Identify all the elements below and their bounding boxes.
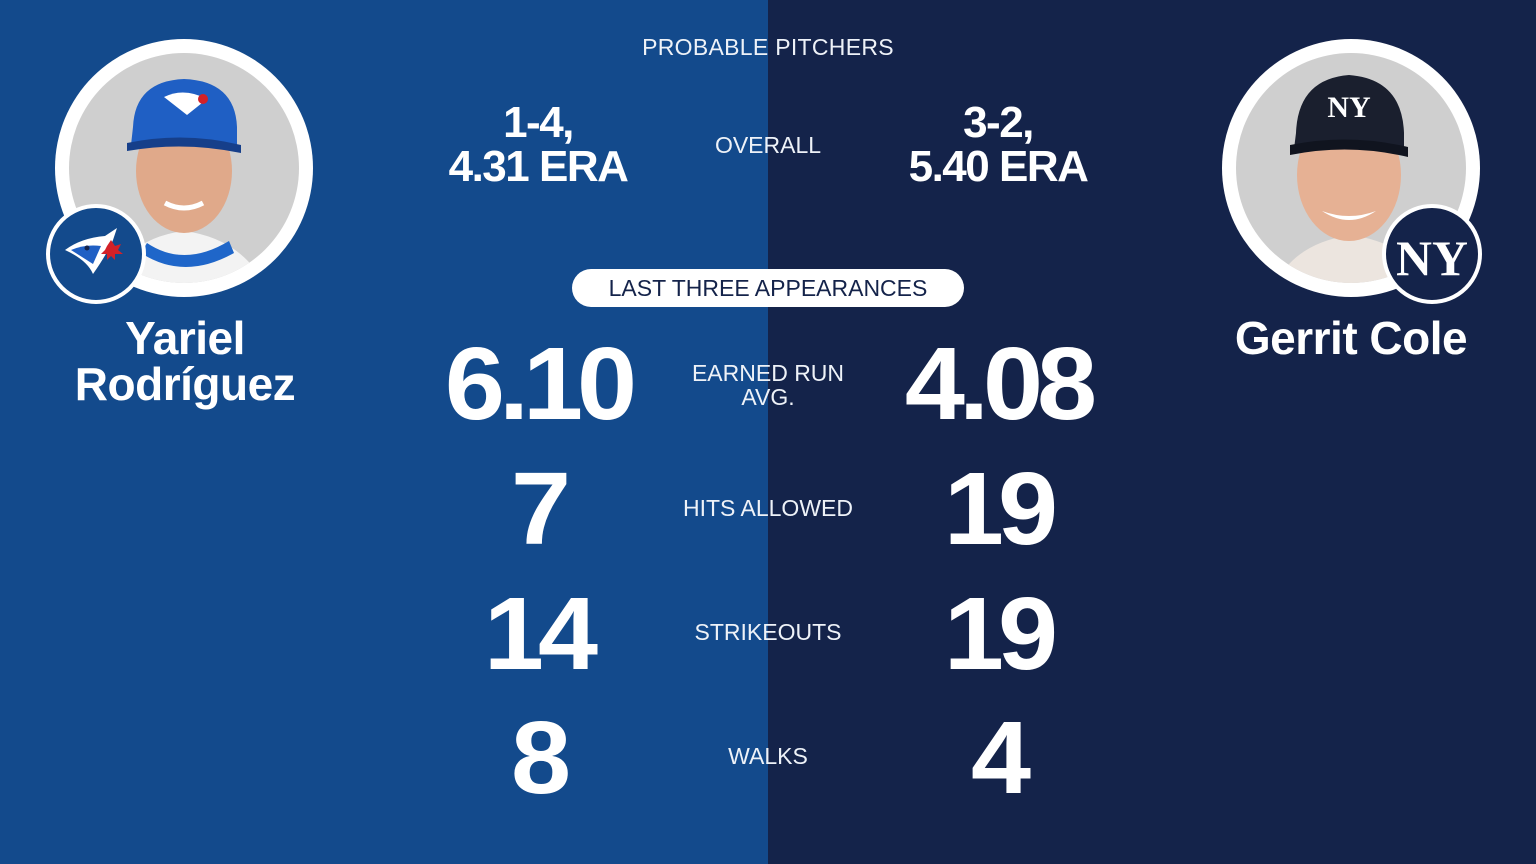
right-strikeouts-value: 19 <box>943 576 1058 691</box>
right-pitcher-name: Gerrit Cole <box>1234 312 1468 364</box>
left-hits-value: 7 <box>510 451 571 566</box>
era-label-line2: AVG. <box>741 384 795 410</box>
left-era-value: 6.10 <box>444 326 637 441</box>
right-walks-value: 4 <box>970 700 1031 815</box>
right-hits-value: 19 <box>943 451 1058 566</box>
left-overall-record: 1-4, 4.31 ERA <box>328 101 748 189</box>
era-label-line1: EARNED RUN <box>691 360 845 386</box>
hits-label: HITS ALLOWED <box>683 495 853 521</box>
era-label: EARNED RUN AVG. <box>568 361 968 409</box>
left-season-era: 4.31 ERA <box>448 142 629 191</box>
yankees-ny-logo-icon: NY <box>1382 204 1482 304</box>
svg-text:NY: NY <box>1397 230 1467 286</box>
right-win-loss: 3-2, <box>963 98 1034 147</box>
svg-text:NY: NY <box>1327 91 1371 124</box>
left-win-loss: 1-4, <box>503 98 574 147</box>
right-era-value: 4.08 <box>904 326 1097 441</box>
right-pitcher-photo: NY <box>1222 39 1480 297</box>
blue-jays-logo-icon <box>46 204 146 304</box>
right-overall-record: 3-2, 5.40 ERA <box>788 101 1208 189</box>
left-walks-value: 8 <box>510 700 571 815</box>
left-strikeouts-value: 14 <box>483 576 598 691</box>
left-pitcher-last-name: Rodríguez <box>74 358 296 410</box>
page-title: PROBABLE PITCHERS <box>642 34 894 60</box>
section-pill-last-three-appearances: LAST THREE APPEARANCES <box>572 269 964 307</box>
right-season-era: 5.40 ERA <box>908 142 1089 191</box>
left-pitcher-name: Yariel Rodríguez <box>40 315 330 407</box>
strikeouts-label: STRIKEOUTS <box>694 619 842 645</box>
pitcher-headshot-icon <box>109 79 264 283</box>
walks-label: WALKS <box>728 743 808 769</box>
overall-label: OVERALL <box>714 132 822 158</box>
left-pitcher-first-name: Yariel <box>125 312 245 364</box>
